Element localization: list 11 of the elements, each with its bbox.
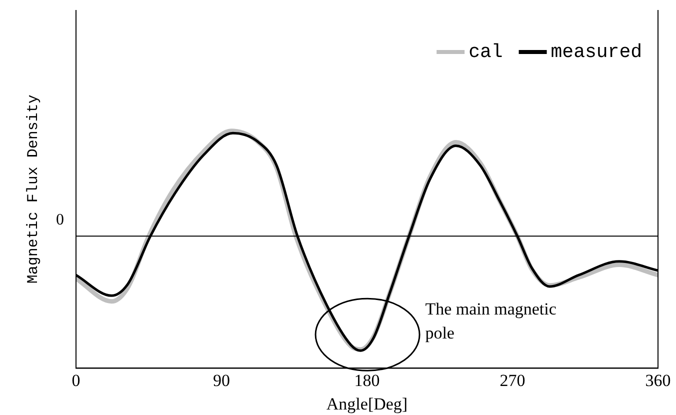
y-axis-title: Magnetic Flux Density bbox=[24, 94, 42, 284]
x-tick-label: 270 bbox=[500, 370, 526, 390]
x-tick-label: 360 bbox=[645, 370, 671, 390]
x-tick-label: 90 bbox=[213, 370, 230, 390]
x-tick-label: 180 bbox=[354, 370, 380, 390]
legend-label: measured bbox=[550, 41, 642, 64]
annotation: The main magnetic pole bbox=[425, 300, 557, 343]
legend-label: cal bbox=[468, 41, 503, 64]
x-axis-title: Angle[Deg] bbox=[326, 394, 408, 414]
x-tick-label: 0 bbox=[72, 370, 80, 390]
ref-line-label: 0 bbox=[56, 211, 64, 228]
